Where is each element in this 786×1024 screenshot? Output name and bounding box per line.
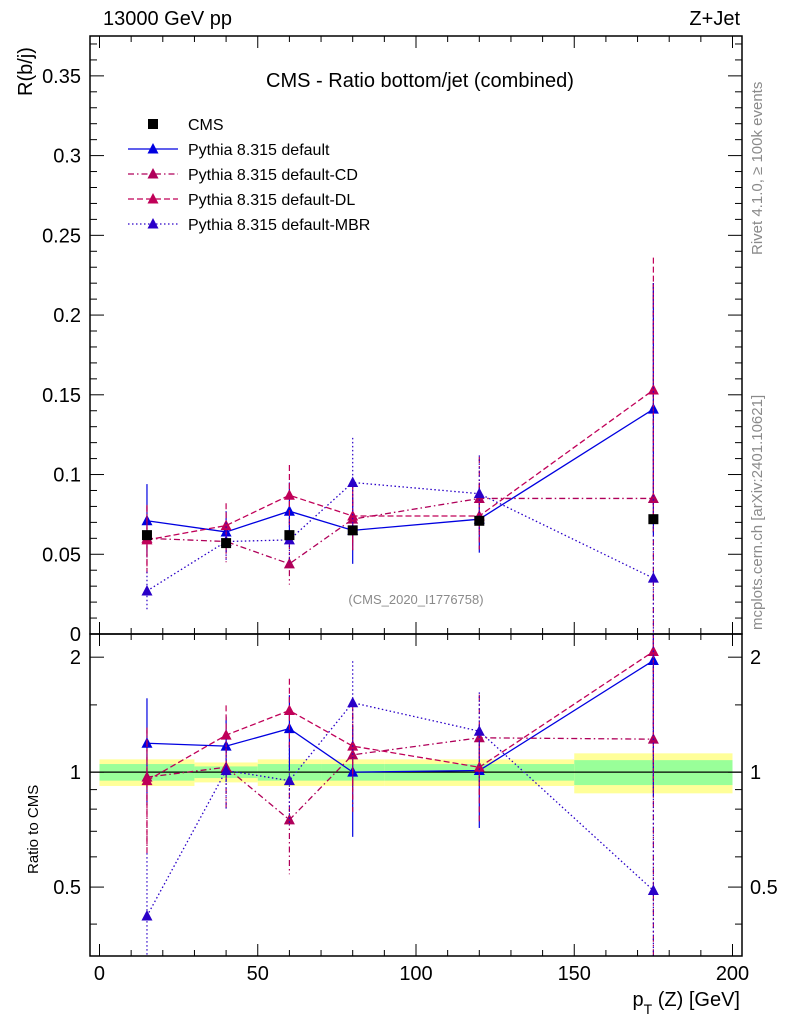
series-4-point	[647, 572, 659, 583]
y-tick-label: 0.3	[53, 146, 81, 168]
series-2-ratio-line	[146, 737, 654, 821]
ratio-frame	[89, 633, 743, 957]
series-4-point	[347, 476, 359, 488]
series-3-ratio-point	[141, 774, 153, 786]
x-tick-label: 50	[247, 963, 269, 985]
cms-data-point	[474, 515, 485, 526]
header-right: Z+Jet	[689, 8, 740, 30]
y-tick-label: 0.15	[42, 385, 81, 407]
series-4-point	[473, 487, 485, 499]
ratio-tick-label-left: 1	[70, 762, 81, 784]
legend-marker-4	[147, 218, 159, 229]
y-tick-label: 0.05	[42, 544, 81, 566]
analysis-id: (CMS_2020_I1776758)	[348, 592, 483, 607]
x-axis-label-sub: T	[644, 1001, 653, 1017]
ratio-plot-area	[141, 634, 659, 956]
y-tick-label: 0.2	[53, 305, 81, 327]
series-3-point	[220, 519, 232, 531]
ratio-tick-label-right: 1	[750, 762, 761, 784]
rivet-label: Rivet 4.1.0, ≥ 100k events	[749, 82, 766, 255]
series-4-ratio-point	[141, 910, 153, 921]
x-axis-label-rest: (Z) [GeV]	[652, 989, 740, 1011]
series-2-line	[146, 497, 654, 565]
cms-data-point	[221, 538, 232, 549]
series-3-line	[146, 389, 654, 541]
cms-data-point	[284, 530, 295, 541]
legend-label-1: Pythia 8.315 default	[188, 142, 330, 159]
series-2-ratio-point	[283, 813, 295, 825]
legend-marker-2	[147, 168, 159, 179]
cms-data-point	[141, 530, 152, 541]
series-4-ratio-line	[146, 701, 654, 917]
y-tick-label: 0.1	[53, 465, 81, 487]
series-4-ratio-point	[220, 764, 232, 775]
series-3-ratio-point	[283, 704, 295, 716]
legend-cms-marker	[148, 119, 158, 129]
x-axis-label: pT (Z) [GeV]	[633, 989, 740, 1017]
series-4-line	[146, 481, 654, 592]
ratio-tick-label-right: 2	[750, 647, 761, 669]
series-4-ratio-point	[473, 725, 485, 736]
series-4-point	[141, 584, 153, 596]
legend-label-4: Pythia 8.315 default-MBR	[188, 217, 370, 234]
ratio-tick-label-left: 2	[70, 647, 81, 669]
legend-marker-3	[147, 193, 159, 204]
series-2-point	[283, 557, 295, 569]
series-3-ratio-point	[473, 761, 485, 772]
y-tick-label: 0.25	[42, 225, 81, 247]
series-4-ratio-point	[647, 884, 659, 895]
mcplots-label: mcplots.cern.ch [arXiv:2401.10621]	[749, 395, 766, 630]
series-3-point	[647, 384, 659, 395]
legend-marker-1	[147, 143, 159, 154]
legend-label-2: Pythia 8.315 default-CD	[188, 167, 358, 184]
x-tick-label: 0	[94, 963, 105, 985]
series-4-ratio-point	[283, 774, 295, 786]
series-3-point	[283, 489, 295, 500]
series-3-ratio-point	[220, 729, 232, 740]
legend-label-3: Pythia 8.315 default-DL	[188, 192, 355, 209]
series-4-ratio-point	[347, 696, 359, 708]
x-tick-label: 200	[716, 963, 749, 985]
y-tick-label: 0	[70, 624, 81, 646]
ratio-tick-label-right: 0.5	[750, 877, 778, 899]
cms-data-point	[648, 514, 659, 525]
main-plot-area	[141, 257, 659, 634]
legend: CMS Pythia 8.315 default Pythia 8.315 defa…	[128, 117, 370, 234]
ratio-tick-label-left: 0.5	[53, 877, 81, 899]
y-tick-label: 0.35	[42, 66, 81, 88]
legend-cms-label: CMS	[188, 117, 224, 134]
x-tick-label: 100	[399, 963, 432, 985]
x-tick-label: 150	[558, 963, 591, 985]
chart-title: CMS - Ratio bottom/jet (combined)	[266, 70, 574, 92]
y-axis-label: R(b/j)	[15, 47, 37, 96]
series-3-ratio-line	[146, 650, 654, 782]
axes: 0 50 100 150 200 0 0.05 0.1 0.15 0.2 0.25 0.3 0.35 0.…	[42, 35, 778, 985]
cms-data-point	[347, 525, 358, 536]
series-1-ratio-line	[146, 659, 654, 773]
series-2-ratio-point	[647, 733, 659, 744]
ratio-bands	[90, 753, 742, 794]
header-left: 13000 GeV pp	[103, 8, 232, 30]
ratio-axis-label: Ratio to CMS	[25, 785, 42, 874]
x-axis-label-main: p	[633, 989, 644, 1011]
series-1-line	[146, 408, 654, 533]
series-2-point	[647, 492, 659, 503]
